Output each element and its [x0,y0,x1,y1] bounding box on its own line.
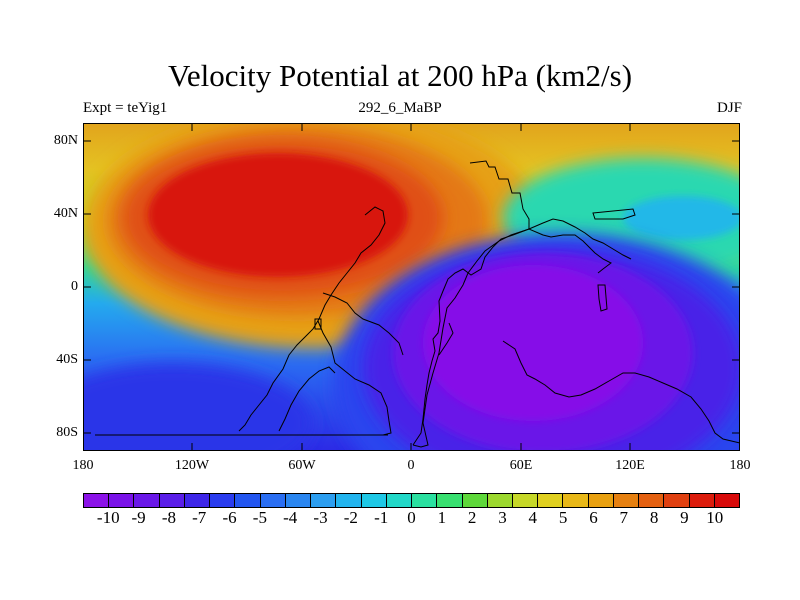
colorbar-swatch [714,494,740,507]
lon-tick-label: 60E [509,458,533,473]
lon-tick-label: 0 [407,458,415,473]
colorbar-swatch [689,494,715,507]
lon-tick-label: 60W [288,458,316,473]
colorbar-swatch [487,494,513,507]
colorbar [83,493,740,508]
colorbar-swatch [260,494,286,507]
lat-tick-label: 80S [56,425,78,440]
lat-tick-label: 0 [71,279,78,294]
colorbar-swatch [109,494,135,507]
colorbar-swatch [412,494,438,507]
colorbar-swatch [563,494,589,507]
colorbar-label: -3 [313,508,328,527]
colorbar-swatch [437,494,463,507]
plot-title: Velocity Potential at 200 hPa (km2/s) [167,58,633,93]
colorbar-swatch [235,494,261,507]
velocity-potential-map [83,123,740,451]
colorbar-swatch [462,494,488,507]
colorbar-label: 2 [467,508,477,527]
colorbar-label: -1 [374,508,389,527]
lon-tick-label: 180 [729,458,751,473]
colorbar-label: -8 [161,508,176,527]
colorbar-swatch [311,494,337,507]
colorbar-swatch [639,494,665,507]
colorbar-label: 0 [407,508,416,527]
colorbar-swatch [512,494,539,507]
colorbar-label: -6 [222,508,237,527]
colorbar-label: 4 [528,508,538,527]
colorbar-label: 10 [706,508,724,527]
lat-tick-label: 40N [53,206,78,221]
colorbar-swatch [159,494,185,507]
colorbar-swatch [588,494,614,507]
colorbar-swatch [210,494,236,507]
colorbar-label: 5 [558,508,568,527]
colorbar-label: -2 [343,508,358,527]
lat-tick-label: 40S [56,352,78,367]
colorbar-label: -7 [192,508,207,527]
season-label: DJF [716,100,742,116]
colorbar-label: -10 [96,508,120,527]
lon-tick-label: 180 [72,458,94,473]
colorbar-label: 8 [649,508,659,527]
colorbar-swatch [336,494,362,507]
colorbar-label: -4 [283,508,298,527]
lon-tick-label: 120W [174,458,210,473]
colorbar-label: 7 [619,508,629,527]
colorbar-label: 1 [437,508,447,527]
experiment-label: Expt = teYig1 [83,100,168,116]
colorbar-swatch [664,494,690,507]
colorbar-swatch [613,494,640,507]
colorbar-swatch [538,494,564,507]
colorbar-swatch [134,494,160,507]
colorbar-swatch [386,494,413,507]
lon-tick-label: 120E [615,458,645,473]
colorbar-label: 3 [498,508,507,527]
colorbar-swatch [84,494,110,507]
colorbar-label: -9 [131,508,146,527]
colorbar-label: 6 [589,508,598,527]
colorbar-label: 9 [680,508,689,527]
lat-tick-label: 80N [53,133,78,148]
colorbar-swatch [361,494,387,507]
run-label: 292_6_MaBP [358,100,442,116]
colorbar-label: -5 [252,508,267,527]
colorbar-swatch [285,494,312,507]
colorbar-swatch [184,494,211,507]
